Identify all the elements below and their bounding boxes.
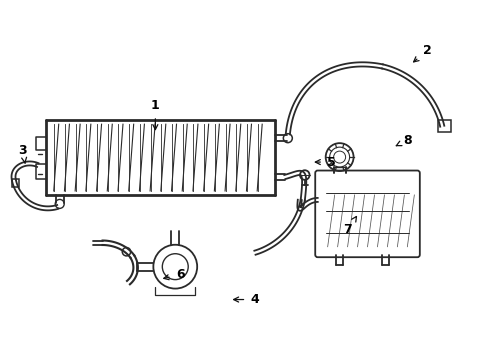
Text: 4: 4 — [233, 293, 259, 306]
Text: 6: 6 — [163, 268, 184, 281]
Bar — [437, 120, 450, 132]
Text: 7: 7 — [343, 216, 356, 236]
Text: 2: 2 — [413, 44, 431, 62]
Text: 1: 1 — [151, 99, 160, 130]
Bar — [12, 179, 20, 188]
Text: 5: 5 — [315, 156, 335, 168]
Text: 3: 3 — [19, 144, 27, 163]
Text: 8: 8 — [395, 134, 411, 147]
